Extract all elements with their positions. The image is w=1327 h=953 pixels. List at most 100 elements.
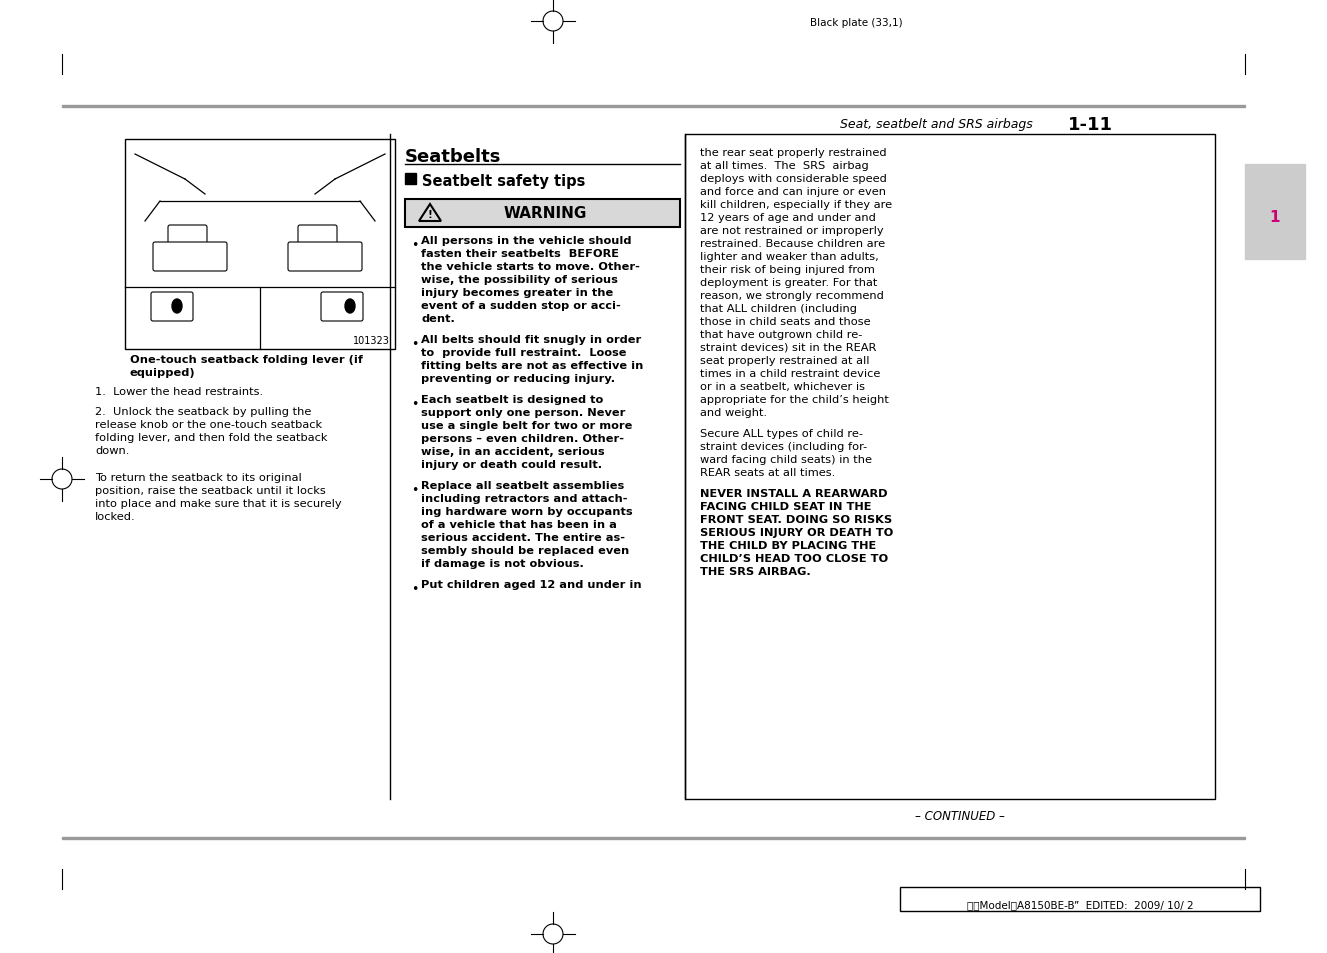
Text: position, raise the seatback until it locks: position, raise the seatback until it lo…: [96, 485, 325, 496]
Bar: [1245, 165, 1304, 260]
Text: All belts should fit snugly in order: All belts should fit snugly in order: [421, 335, 641, 345]
Text: ing hardware worn by occupants: ing hardware worn by occupants: [421, 506, 633, 517]
Text: CHILD’S HEAD TOO CLOSE TO: CHILD’S HEAD TOO CLOSE TO: [701, 554, 888, 563]
Text: equipped): equipped): [130, 368, 195, 377]
Text: reason, we strongly recommend: reason, we strongly recommend: [701, 291, 884, 301]
Text: 1: 1: [1270, 211, 1281, 225]
Text: those in child seats and those: those in child seats and those: [701, 316, 871, 327]
Text: into place and make sure that it is securely: into place and make sure that it is secu…: [96, 498, 341, 509]
Text: the rear seat properly restrained: the rear seat properly restrained: [701, 148, 886, 158]
Polygon shape: [419, 205, 441, 222]
Text: wise, the possibility of serious: wise, the possibility of serious: [421, 274, 618, 285]
Text: NEVER INSTALL A REARWARD: NEVER INSTALL A REARWARD: [701, 489, 888, 498]
Text: •: •: [411, 582, 418, 596]
Text: 北米ModelＢA8150BE-B”  EDITED:  2009/ 10/ 2: 北米ModelＢA8150BE-B” EDITED: 2009/ 10/ 2: [966, 899, 1193, 909]
Text: One-touch seatback folding lever (if: One-touch seatback folding lever (if: [130, 355, 362, 365]
Text: All persons in the vehicle should: All persons in the vehicle should: [421, 235, 632, 246]
Text: sembly should be replaced even: sembly should be replaced even: [421, 545, 629, 556]
Text: restrained. Because children are: restrained. Because children are: [701, 239, 885, 249]
Text: that have outgrown child re-: that have outgrown child re-: [701, 330, 863, 339]
Text: their risk of being injured from: their risk of being injured from: [701, 265, 874, 274]
FancyBboxPatch shape: [299, 226, 337, 250]
Text: !: !: [427, 210, 433, 220]
FancyBboxPatch shape: [151, 293, 192, 322]
Text: serious accident. The entire as-: serious accident. The entire as-: [421, 533, 625, 542]
Text: 1.  Lower the head restraints.: 1. Lower the head restraints.: [96, 387, 263, 396]
FancyBboxPatch shape: [288, 243, 362, 272]
Text: 12 years of age and under and: 12 years of age and under and: [701, 213, 876, 223]
Text: appropriate for the child’s height: appropriate for the child’s height: [701, 395, 889, 405]
Bar: [685, 135, 1216, 800]
Text: kill children, especially if they are: kill children, especially if they are: [701, 200, 892, 210]
Text: preventing or reducing injury.: preventing or reducing injury.: [421, 374, 616, 384]
Bar: [125, 140, 395, 350]
Text: WARNING: WARNING: [503, 206, 587, 221]
Text: or in a seatbelt, whichever is: or in a seatbelt, whichever is: [701, 381, 865, 392]
Bar: [62, 106, 1245, 108]
Text: Seatbelts: Seatbelts: [405, 148, 502, 166]
Text: •: •: [411, 397, 418, 411]
Bar: [62, 837, 1245, 840]
Text: including retractors and attach-: including retractors and attach-: [421, 494, 628, 503]
Text: deploys with considerable speed: deploys with considerable speed: [701, 173, 886, 184]
Bar: [900, 887, 1261, 911]
Text: Replace all seatbelt assemblies: Replace all seatbelt assemblies: [421, 480, 624, 491]
Text: straint devices) sit in the REAR: straint devices) sit in the REAR: [701, 343, 876, 353]
Text: •: •: [411, 337, 418, 351]
FancyBboxPatch shape: [321, 293, 364, 322]
Text: at all times.  The  SRS  airbag: at all times. The SRS airbag: [701, 161, 869, 171]
Text: Secure ALL types of child re-: Secure ALL types of child re-: [701, 429, 863, 438]
Text: Seat, seatbelt and SRS airbags: Seat, seatbelt and SRS airbags: [840, 118, 1032, 131]
Text: REAR seats at all times.: REAR seats at all times.: [701, 468, 835, 477]
Text: 2.  Unlock the seatback by pulling the: 2. Unlock the seatback by pulling the: [96, 407, 312, 416]
Text: ward facing child seats) in the: ward facing child seats) in the: [701, 455, 872, 464]
FancyBboxPatch shape: [153, 243, 227, 272]
Text: FRONT SEAT. DOING SO RISKS: FRONT SEAT. DOING SO RISKS: [701, 515, 892, 524]
Text: To return the seatback to its original: To return the seatback to its original: [96, 473, 301, 482]
Text: fasten their seatbelts  BEFORE: fasten their seatbelts BEFORE: [421, 249, 618, 258]
Text: folding lever, and then fold the seatback: folding lever, and then fold the seatbac…: [96, 433, 328, 442]
Text: that ALL children (including: that ALL children (including: [701, 304, 857, 314]
Text: injury becomes greater in the: injury becomes greater in the: [421, 288, 613, 297]
Text: dent.: dent.: [421, 314, 455, 324]
FancyBboxPatch shape: [169, 226, 207, 250]
Text: 101323: 101323: [353, 335, 390, 346]
Text: event of a sudden stop or acci-: event of a sudden stop or acci-: [421, 301, 621, 311]
Text: FACING CHILD SEAT IN THE: FACING CHILD SEAT IN THE: [701, 501, 872, 512]
Text: Each seatbelt is designed to: Each seatbelt is designed to: [421, 395, 604, 405]
Bar: [405, 173, 415, 185]
Text: times in a child restraint device: times in a child restraint device: [701, 369, 880, 378]
Text: persons – even children. Other-: persons – even children. Other-: [421, 434, 624, 443]
Text: to  provide full restraint.  Loose: to provide full restraint. Loose: [421, 348, 626, 357]
Text: are not restrained or improperly: are not restrained or improperly: [701, 226, 884, 235]
Text: use a single belt for two or more: use a single belt for two or more: [421, 420, 633, 431]
Text: lighter and weaker than adults,: lighter and weaker than adults,: [701, 252, 878, 262]
Text: wise, in an accident, serious: wise, in an accident, serious: [421, 447, 605, 456]
Text: down.: down.: [96, 446, 129, 456]
Text: straint devices (including for-: straint devices (including for-: [701, 441, 868, 452]
Text: SERIOUS INJURY OR DEATH TO: SERIOUS INJURY OR DEATH TO: [701, 527, 893, 537]
Text: Put children aged 12 and under in: Put children aged 12 and under in: [421, 579, 642, 589]
Text: Seatbelt safety tips: Seatbelt safety tips: [422, 173, 585, 189]
Text: •: •: [411, 483, 418, 497]
Text: if damage is not obvious.: if damage is not obvious.: [421, 558, 584, 568]
Ellipse shape: [173, 299, 182, 314]
Text: and weight.: and weight.: [701, 408, 767, 417]
Bar: [405, 200, 679, 228]
Text: locked.: locked.: [96, 512, 135, 521]
Ellipse shape: [345, 299, 356, 314]
Text: deployment is greater. For that: deployment is greater. For that: [701, 277, 877, 288]
Text: THE SRS AIRBAG.: THE SRS AIRBAG.: [701, 566, 811, 577]
Text: injury or death could result.: injury or death could result.: [421, 459, 602, 470]
Text: fitting belts are not as effective in: fitting belts are not as effective in: [421, 360, 644, 371]
Text: support only one person. Never: support only one person. Never: [421, 408, 625, 417]
Text: – CONTINUED –: – CONTINUED –: [916, 809, 1005, 822]
Text: the vehicle starts to move. Other-: the vehicle starts to move. Other-: [421, 262, 640, 272]
Text: •: •: [411, 239, 418, 252]
Text: seat properly restrained at all: seat properly restrained at all: [701, 355, 869, 366]
Text: 1-11: 1-11: [1068, 116, 1113, 133]
Text: THE CHILD BY PLACING THE: THE CHILD BY PLACING THE: [701, 540, 876, 551]
Text: Black plate (33,1): Black plate (33,1): [809, 18, 902, 28]
Text: of a vehicle that has been in a: of a vehicle that has been in a: [421, 519, 617, 530]
Text: release knob or the one-touch seatback: release knob or the one-touch seatback: [96, 419, 322, 430]
